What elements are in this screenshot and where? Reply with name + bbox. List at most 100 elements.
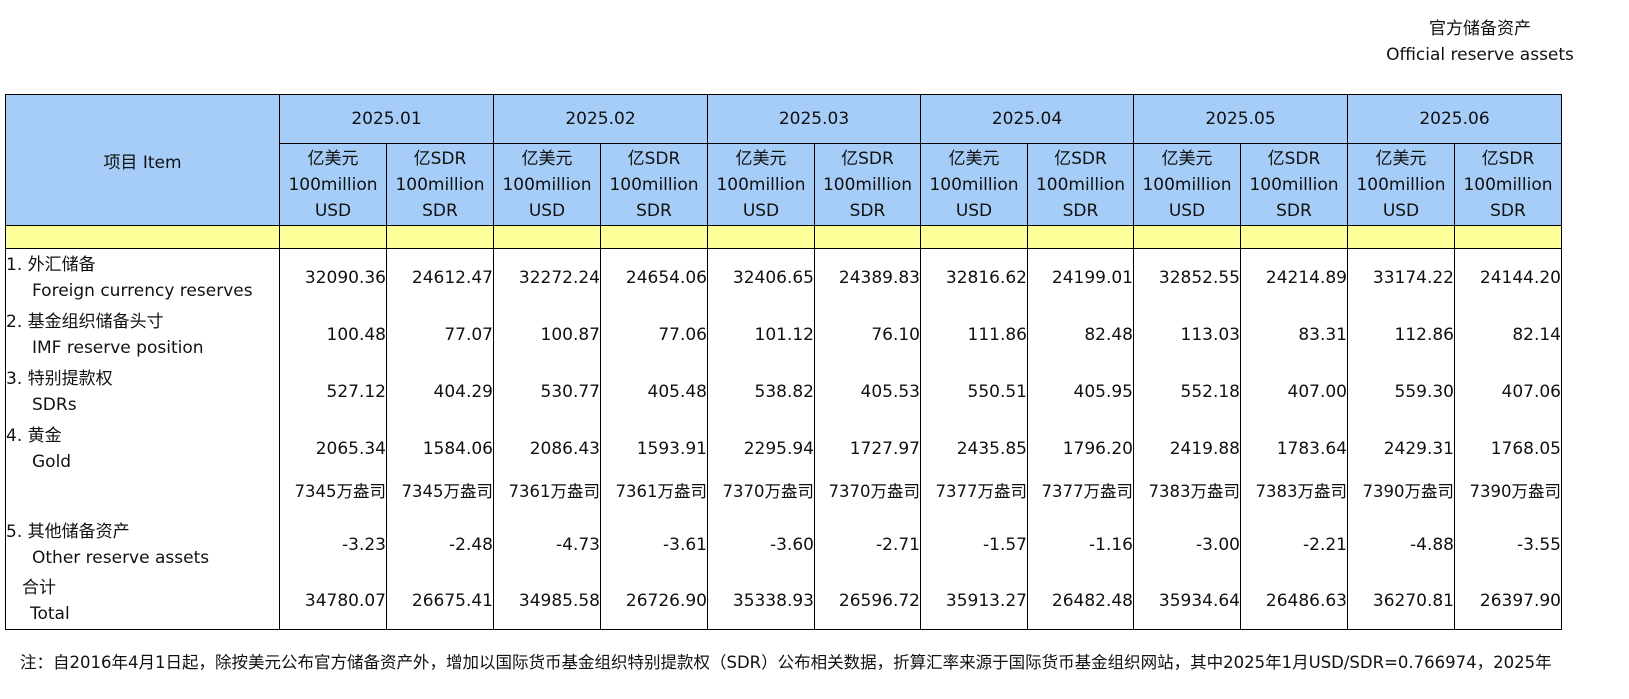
value-cell-usd: -1.57 [920, 515, 1028, 574]
value-cell-sdr: 26726.90 [600, 573, 708, 630]
row-label-zh: 2. 基金组织储备头寸 [6, 312, 164, 332]
header-stripe-cell [1347, 225, 1455, 249]
row-label: 5. 其他储备资产 Other reserve assets [5, 515, 280, 574]
value-cell-usd: 34780.07 [279, 573, 387, 630]
value-cell-usd: 101.12 [707, 306, 815, 364]
value-cell-usd: -3.60 [707, 515, 815, 574]
month-header: 2025.01 [279, 94, 494, 144]
value-cell-usd: 538.82 [707, 363, 815, 420]
unit-label-line: 100million [395, 174, 485, 195]
unit-header-usd: 亿美元 100million USD [1347, 143, 1455, 226]
value-cell-sdr: 82.14 [1454, 306, 1562, 364]
value-cell-usd: 32816.62 [920, 248, 1028, 307]
row-label: 4. 黄金 Gold [5, 419, 280, 478]
header-stripe-cell [493, 225, 601, 249]
header-stripe-cell [1133, 225, 1241, 249]
header-stripe-cell [1240, 225, 1348, 249]
unit-label-line: 亿SDR [841, 148, 894, 169]
gold-ounces-cell: 7370万盎司 [814, 477, 921, 516]
unit-header-sdr: 亿SDR 100million SDR [1454, 143, 1562, 226]
value-cell-usd: 530.77 [493, 363, 601, 420]
footnote: 注：自2016年4月1日起，除按美元公布官方储备资产外，增加以国际货币基金组织特… [20, 653, 1552, 672]
unit-header-usd: 亿美元 100million USD [920, 143, 1028, 226]
value-cell-usd: 2435.85 [920, 419, 1028, 478]
value-cell-sdr: 1584.06 [386, 419, 494, 478]
unit-label-line: 亿美元 [1161, 148, 1213, 169]
item-column-header: 项目 Item [5, 94, 280, 226]
gold-ounces-cell: 7370万盎司 [707, 477, 815, 516]
gold-ounces-cell: 7361万盎司 [493, 477, 601, 516]
unit-label-line: 亿SDR [627, 148, 681, 169]
value-cell-usd: -4.88 [1347, 515, 1455, 574]
value-cell-usd: 33174.22 [1347, 248, 1455, 307]
unit-label-line: 亿美元 [735, 148, 787, 169]
gold-ounces-cell: 7383万盎司 [1240, 477, 1348, 516]
value-cell-usd: 32406.65 [707, 248, 815, 307]
value-cell-usd: 34985.58 [493, 573, 601, 630]
value-cell-sdr: -2.71 [814, 515, 921, 574]
gold-ounces-cell: 7345万盎司 [386, 477, 494, 516]
value-cell-usd: 32090.36 [279, 248, 387, 307]
value-cell-sdr: 26596.72 [814, 573, 921, 630]
table-row: 3. 特别提款权 SDRs 527.12 404.29 530.77 405.48 538.… [5, 363, 1562, 420]
gold-ounces-cell: 7361万盎司 [600, 477, 708, 516]
unit-label-line: USD [528, 200, 566, 221]
header-stripe-cell [814, 225, 921, 249]
unit-label-line: SDR [1490, 200, 1526, 221]
unit-label-line: 100million [822, 174, 913, 195]
value-cell-usd: 32852.55 [1133, 248, 1241, 307]
value-cell-usd: 112.86 [1347, 306, 1455, 364]
value-cell-sdr: 1796.20 [1027, 419, 1134, 478]
unit-label-line: 100million [609, 174, 699, 195]
value-cell-usd: 552.18 [1133, 363, 1241, 420]
value-cell-sdr: 24612.47 [386, 248, 494, 307]
gold-ounces-cell: 7390万盎司 [1347, 477, 1455, 516]
header-stripe-cell [279, 225, 387, 249]
unit-label-line: USD [314, 200, 352, 221]
value-cell-sdr: 26482.48 [1027, 573, 1134, 630]
value-cell-usd: 100.48 [279, 306, 387, 364]
value-cell-sdr: 77.06 [600, 306, 708, 364]
unit-label-line: 100million [288, 174, 378, 195]
header-stripe-cell [5, 225, 280, 249]
value-cell-sdr: 24199.01 [1027, 248, 1134, 307]
row-label-en: Other reserve assets [32, 547, 210, 568]
unit-label-line: 亿美元 [307, 148, 359, 169]
month-header: 2025.04 [920, 94, 1134, 144]
value-cell-sdr: 1727.97 [814, 419, 921, 478]
unit-label-line: SDR [422, 200, 458, 221]
unit-label-line: 100million [502, 174, 592, 195]
title-en: Official reserve assets [1386, 45, 1574, 65]
row-label: 合计 Total [5, 573, 280, 630]
gold-ounces-cell: 7383万盎司 [1133, 477, 1241, 516]
month-header: 2025.05 [1133, 94, 1348, 144]
value-cell-sdr: 404.29 [386, 363, 494, 420]
unit-label-line: USD [1382, 200, 1420, 221]
value-cell-sdr: -3.61 [600, 515, 708, 574]
value-cell-usd: 36270.81 [1347, 573, 1455, 630]
unit-label-line: 100million [1142, 174, 1232, 195]
unit-label-line: SDR [849, 200, 886, 221]
unit-label-line: 100million [929, 174, 1019, 195]
unit-label-line: 100million [1035, 174, 1126, 195]
unit-header-usd: 亿美元 100million USD [707, 143, 815, 226]
value-cell-usd: 2086.43 [493, 419, 601, 478]
table-row: 5. 其他储备资产 Other reserve assets -3.23 -2.48-… [5, 515, 1562, 574]
gold-ounces-cell: 7390万盎司 [1454, 477, 1562, 516]
value-cell-usd: 100.87 [493, 306, 601, 364]
unit-header-sdr: 亿SDR 100million SDR [386, 143, 494, 226]
value-cell-usd: 559.30 [1347, 363, 1455, 420]
value-cell-usd: 527.12 [279, 363, 387, 420]
value-cell-sdr: 24144.20 [1454, 248, 1562, 307]
month-header: 2025.03 [707, 94, 921, 144]
unit-label-line: 亿SDR [413, 148, 467, 169]
unit-header-sdr: 亿SDR 100million SDR [1240, 143, 1348, 226]
value-cell-sdr: 26397.90 [1454, 573, 1562, 630]
title-zh: 官方储备资产 [1429, 19, 1531, 39]
value-cell-sdr: 83.31 [1240, 306, 1348, 364]
value-cell-sdr: 82.48 [1027, 306, 1134, 364]
row-label-zh: 4. 黄金 [6, 425, 62, 446]
value-cell-sdr: 1783.64 [1240, 419, 1348, 478]
row-label-zh: 5. 其他储备资产 [6, 521, 130, 542]
value-cell-sdr: 24214.89 [1240, 248, 1348, 307]
